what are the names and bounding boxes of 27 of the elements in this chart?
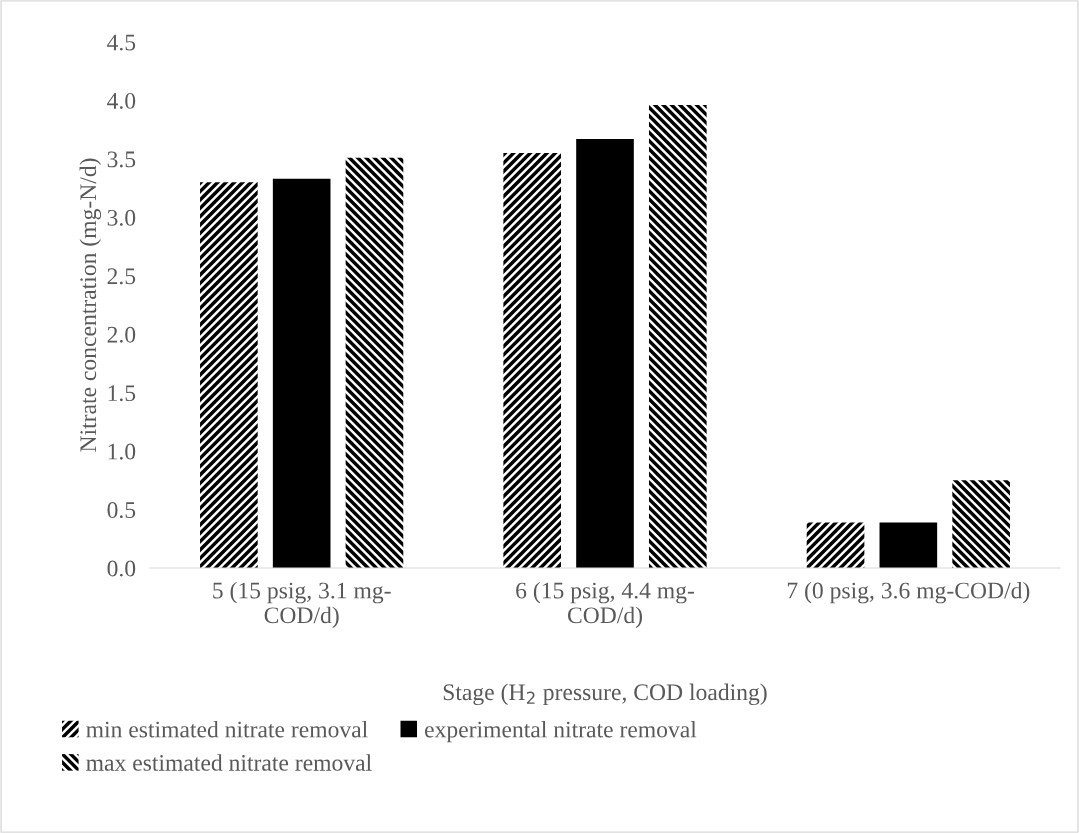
legend-label: max estimated nitrate removal bbox=[86, 754, 372, 771]
bar bbox=[648, 105, 707, 568]
x-axis-title: Stage (H$_{2}$ pressure, COD loading) bbox=[443, 683, 767, 706]
y-tick-label: 0.0 bbox=[107, 560, 136, 577]
y-tick-label: 4.5 bbox=[107, 34, 136, 51]
bar bbox=[503, 153, 562, 568]
bar bbox=[200, 182, 258, 568]
bar bbox=[272, 178, 331, 568]
bar bbox=[576, 139, 634, 568]
x-tick-label: 5 (15 psig, 3.1 mg-COD/d) bbox=[213, 581, 391, 629]
legend-label: min estimated nitrate removal bbox=[86, 720, 368, 738]
bar bbox=[806, 522, 865, 568]
y-tick-label: 4.0 bbox=[107, 92, 136, 109]
y-tick-label: 3.5 bbox=[107, 151, 136, 168]
y-axis-title: Nitrate concentration (mg-N/d) bbox=[79, 158, 102, 452]
bar bbox=[879, 522, 938, 568]
bar bbox=[345, 157, 404, 568]
bar bbox=[952, 480, 1010, 568]
y-tick-label: 0.5 bbox=[107, 502, 136, 519]
y-tick-label: 2.5 bbox=[107, 268, 136, 285]
y-tick-label: 2.0 bbox=[107, 326, 136, 343]
y-tick-label: 1.0 bbox=[108, 443, 136, 460]
y-tick-label: 1.5 bbox=[108, 385, 136, 402]
y-tick-label: 3.0 bbox=[107, 209, 136, 226]
legend-label: experimental nitrate removal bbox=[425, 720, 697, 743]
x-tick-label: 7 (0 psig, 3.6 mg-COD/d) bbox=[787, 581, 1030, 604]
x-tick-label: 6 (15 psig, 4.4 mg-COD/d) bbox=[516, 581, 694, 629]
